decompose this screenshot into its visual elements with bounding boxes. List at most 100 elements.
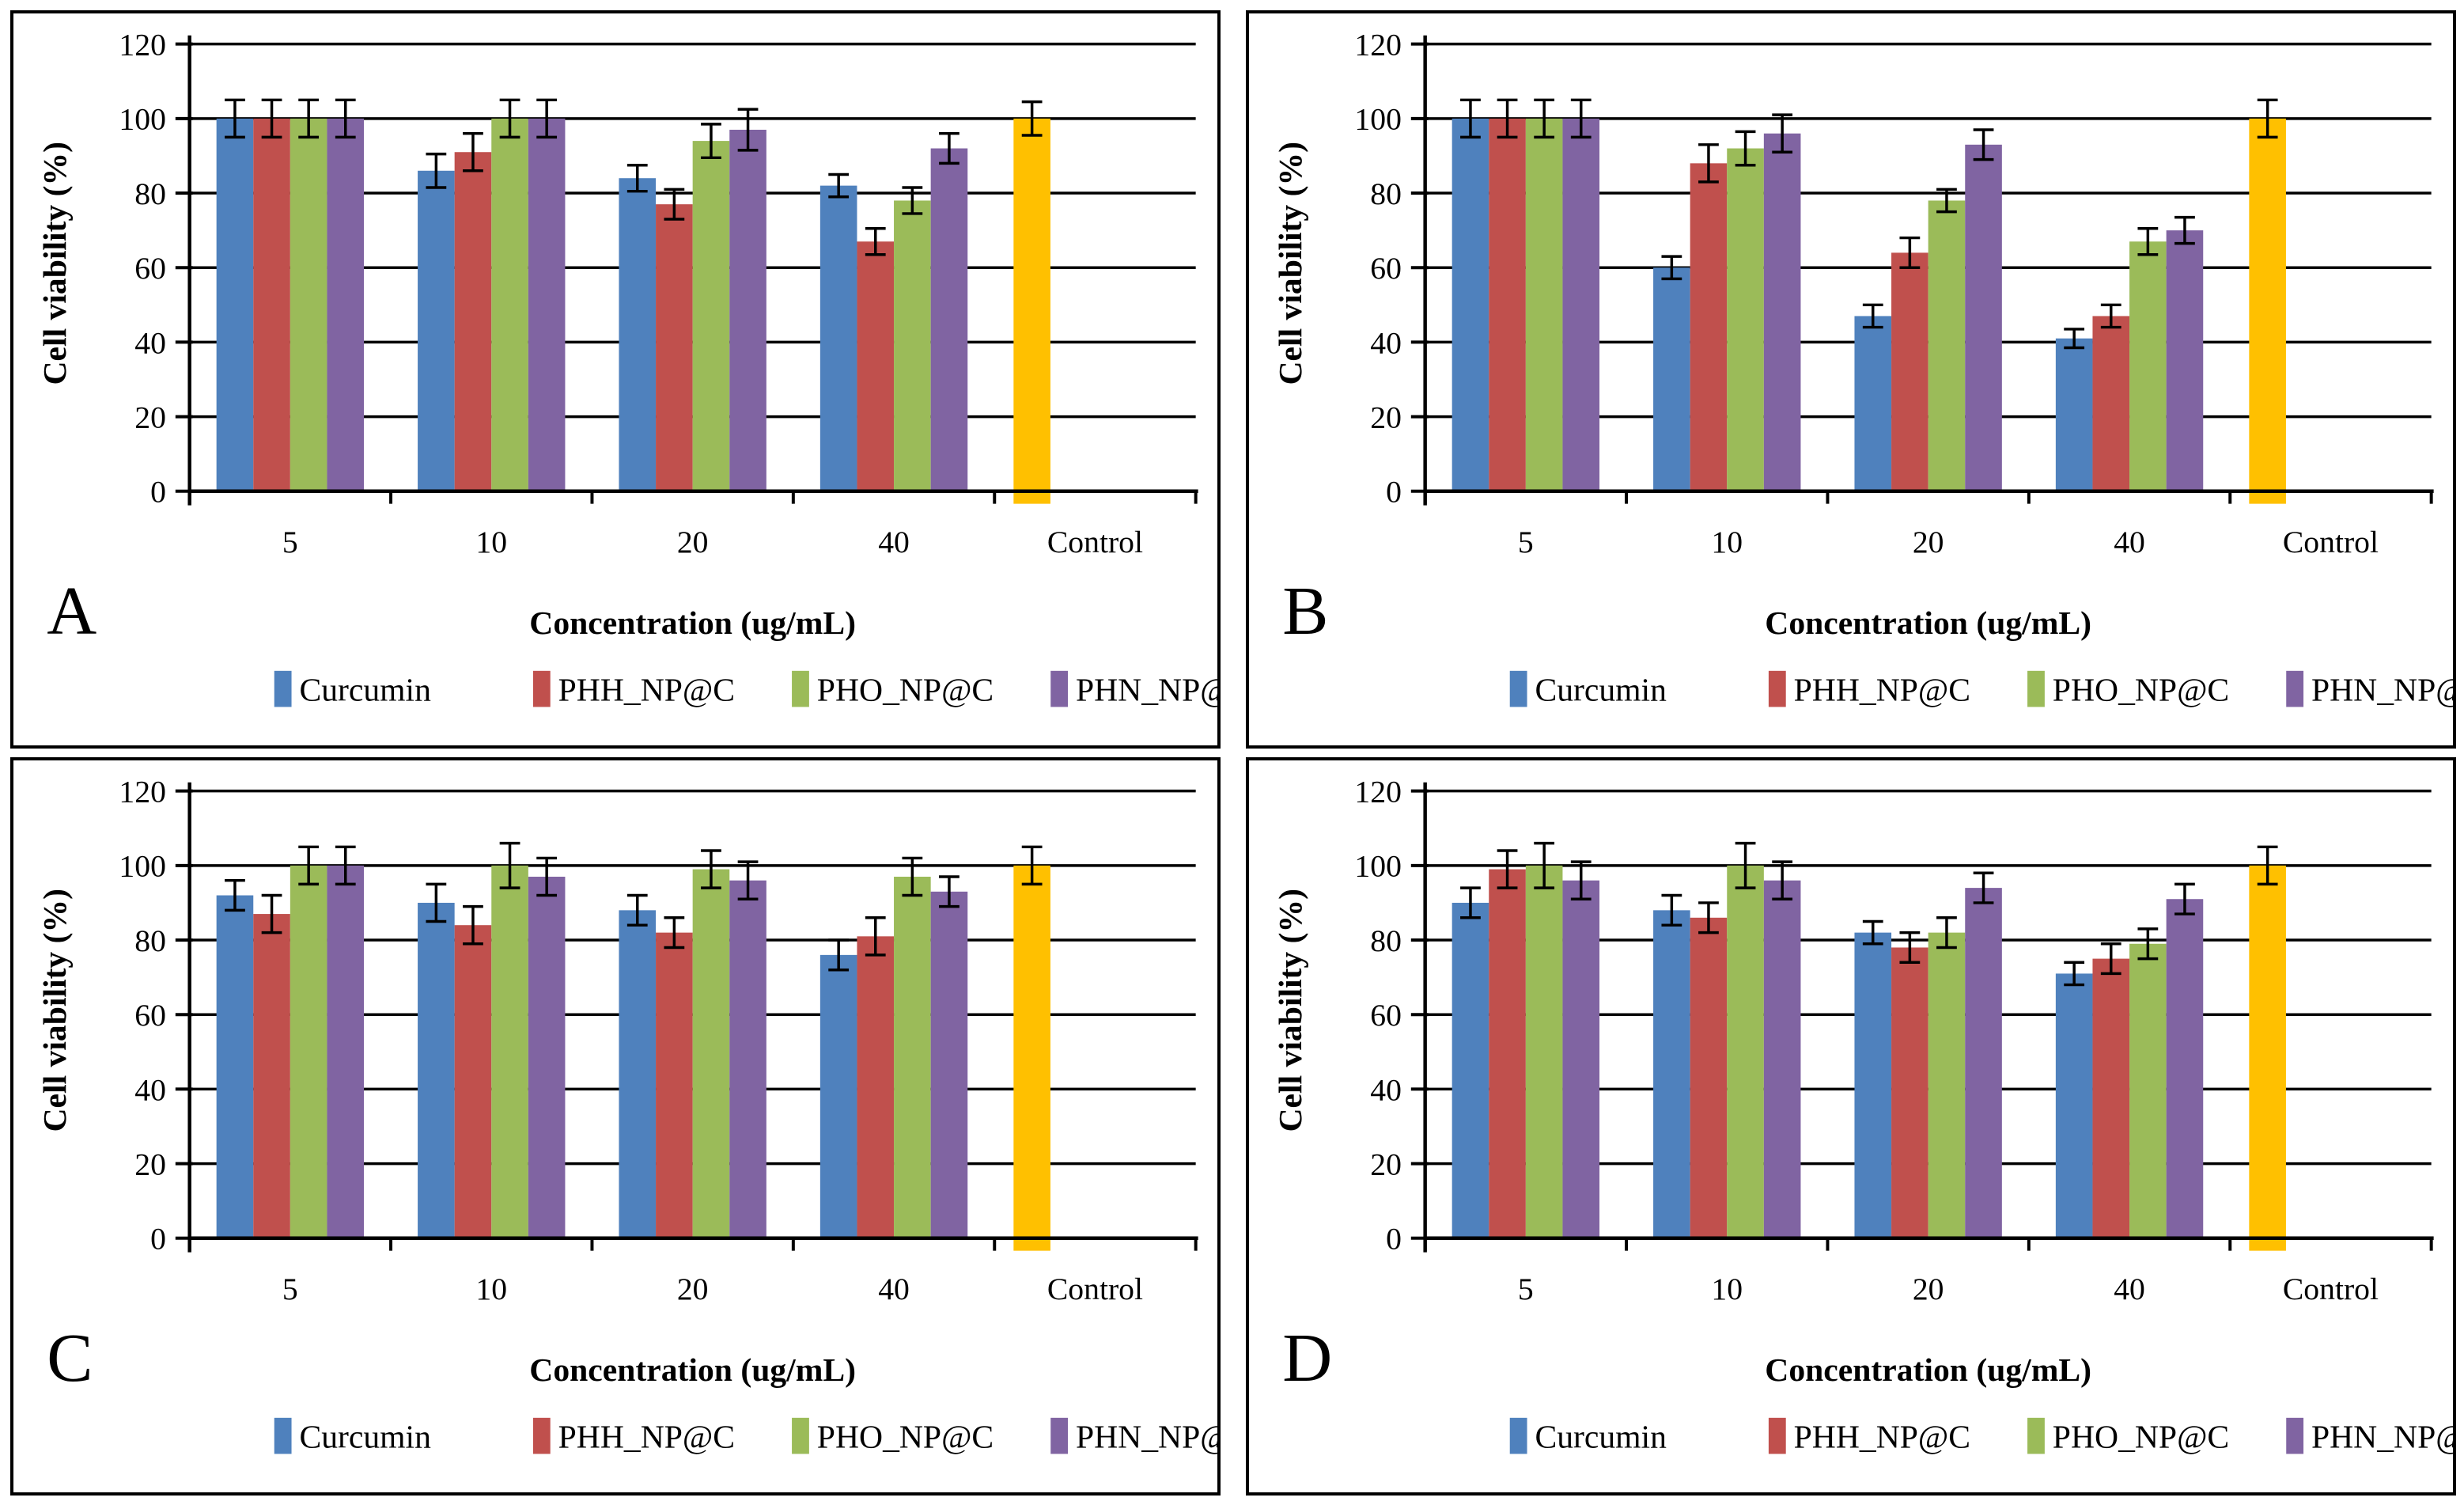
bar-C-5-PHO_NP@C — [290, 865, 327, 1238]
chart-panel-D: 0 20 40 60 80 100 120 5 10 20 40 Control Cell viabil… — [1273, 775, 2453, 1456]
bar-D-40-PHO_NP@C — [2129, 943, 2167, 1238]
x-category-label-control: Control — [2283, 525, 2379, 559]
y-tick-label-120: 120 — [119, 28, 165, 63]
bar-B-20-Curcumin — [1854, 316, 1892, 491]
bar-B-5-PHO_NP@C — [1525, 118, 1563, 491]
x-category-label-control: Control — [1047, 525, 1143, 559]
bar-D-control — [2249, 865, 2286, 1251]
panel-D: 0 20 40 60 80 100 120 5 10 20 40 Control Cell viabil… — [1246, 757, 2456, 1496]
bar-A-10-Curcumin — [418, 170, 455, 491]
x-axis-title: Concentration (ug/mL) — [529, 605, 856, 642]
bar-A-5-PHO_NP@C — [290, 118, 327, 491]
legend-label-Curcumin: Curcumin — [1535, 672, 1667, 708]
bar-A-control — [1013, 118, 1050, 504]
y-tick-label-80: 80 — [1370, 176, 1402, 211]
bar-A-40-PHH_NP@C — [857, 241, 895, 491]
y-tick-label-20: 20 — [1370, 1147, 1402, 1181]
bar-D-40-PHH_NP@C — [2092, 958, 2130, 1238]
bar-B-40-PHN_NP@C — [2166, 230, 2204, 491]
panel-B: 0 20 40 60 80 100 120 5 10 20 40 Control Cell viabil… — [1246, 10, 2456, 749]
bar-C-40-PHO_NP@C — [894, 876, 931, 1238]
bar-A-10-PHH_NP@C — [454, 152, 492, 491]
panel-C: 0 20 40 60 80 100 120 5 10 20 40 Control Cell viabil… — [10, 757, 1221, 1496]
legend-label-Curcumin: Curcumin — [1535, 1419, 1667, 1455]
x-category-label-40: 40 — [2114, 1272, 2145, 1306]
bar-C-20-PHH_NP@C — [656, 932, 693, 1238]
y-tick-label-20: 20 — [1370, 400, 1402, 434]
y-tick-label-20: 20 — [134, 1147, 166, 1181]
legend-swatch-PHO_NP@C — [792, 670, 809, 707]
y-tick-label-40: 40 — [1370, 1072, 1402, 1107]
legend-label-PHN_NP@C: PHN_NP@C — [1076, 1419, 1217, 1455]
bar-C-20-PHO_NP@C — [692, 869, 730, 1238]
legend-label-PHN_NP@C: PHN_NP@C — [2311, 1419, 2453, 1455]
bar-C-10-PHO_NP@C — [491, 865, 528, 1238]
legend-label-PHO_NP@C: PHO_NP@C — [2053, 672, 2229, 708]
bar-B-10-PHH_NP@C — [1690, 163, 1728, 491]
bar-D-20-Curcumin — [1854, 932, 1892, 1238]
legend-label-PHH_NP@C: PHH_NP@C — [1794, 672, 1970, 708]
bar-C-20-PHN_NP@C — [729, 880, 766, 1238]
legend-swatch-PHO_NP@C — [2027, 1417, 2045, 1454]
legend-label-PHH_NP@C: PHH_NP@C — [558, 1419, 735, 1455]
x-category-label-20: 20 — [677, 525, 709, 559]
bar-C-5-Curcumin — [216, 895, 254, 1238]
bar-C-20-Curcumin — [619, 910, 657, 1238]
bar-B-40-PHO_NP@C — [2129, 241, 2167, 491]
panel-letter-A: A — [47, 572, 97, 649]
legend-swatch-Curcumin — [274, 1417, 292, 1454]
bar-D-40-Curcumin — [2055, 973, 2093, 1238]
y-tick-label-0: 0 — [1386, 475, 1402, 510]
chart-panel-C: 0 20 40 60 80 100 120 5 10 20 40 Control Cell viabil… — [37, 775, 1217, 1456]
x-category-label-control: Control — [2283, 1272, 2379, 1306]
x-category-label-40: 40 — [878, 525, 910, 559]
bar-A-40-PHN_NP@C — [930, 148, 968, 491]
legend-label-PHH_NP@C: PHH_NP@C — [1794, 1419, 1970, 1455]
panel-letter-B: B — [1282, 572, 1328, 649]
legend-label-Curcumin: Curcumin — [299, 1419, 431, 1455]
legend-swatch-PHH_NP@C — [532, 670, 551, 707]
y-tick-label-80: 80 — [134, 923, 166, 958]
bar-D-5-Curcumin — [1452, 902, 1489, 1238]
x-category-label-10: 10 — [1711, 525, 1743, 559]
legend-swatch-PHN_NP@C — [1050, 1417, 1069, 1454]
x-category-label-40: 40 — [878, 1272, 910, 1306]
bar-C-40-Curcumin — [819, 954, 857, 1238]
bar-A-10-PHN_NP@C — [528, 118, 566, 491]
bar-A-5-Curcumin — [216, 118, 254, 491]
legend-swatch-PHN_NP@C — [1050, 670, 1069, 707]
bar-B-20-PHH_NP@C — [1891, 252, 1928, 491]
bar-C-40-PHH_NP@C — [857, 936, 895, 1238]
y-tick-label-40: 40 — [134, 325, 166, 360]
bar-D-10-Curcumin — [1653, 910, 1690, 1238]
legend-swatch-PHH_NP@C — [532, 1417, 551, 1454]
bar-C-10-PHH_NP@C — [454, 925, 492, 1238]
x-category-label-5: 5 — [282, 1272, 298, 1306]
bar-D-5-PHH_NP@C — [1489, 869, 1526, 1238]
legend-swatch-PHH_NP@C — [1768, 1417, 1786, 1454]
legend-swatch-PHN_NP@C — [2286, 1417, 2304, 1454]
panel-letter-D: D — [1282, 1319, 1332, 1396]
bar-B-10-PHO_NP@C — [1727, 148, 1764, 491]
x-category-label-10: 10 — [475, 1272, 507, 1306]
x-category-label-20: 20 — [677, 1272, 709, 1306]
bar-D-40-PHN_NP@C — [2166, 899, 2204, 1238]
bar-D-20-PHO_NP@C — [1928, 932, 1966, 1238]
y-tick-label-0: 0 — [150, 1222, 166, 1257]
y-tick-label-60: 60 — [1370, 251, 1402, 286]
bar-B-control — [2249, 118, 2286, 504]
bar-C-5-PHH_NP@C — [253, 914, 290, 1238]
bar-A-20-PHO_NP@C — [692, 141, 730, 491]
y-tick-label-40: 40 — [1370, 325, 1402, 360]
x-axis-title: Concentration (ug/mL) — [529, 1352, 856, 1389]
panel-letter-C: C — [47, 1319, 93, 1396]
x-axis-title: Concentration (ug/mL) — [1765, 1352, 2091, 1389]
bar-C-10-PHN_NP@C — [528, 876, 566, 1238]
legend-swatch-PHO_NP@C — [2027, 670, 2045, 707]
bar-A-40-PHO_NP@C — [894, 200, 931, 491]
chart-panel-B: 0 20 40 60 80 100 120 5 10 20 40 Control Cell viabil… — [1273, 28, 2453, 709]
bar-A-5-PHH_NP@C — [253, 118, 290, 491]
panel-A: 0 20 40 60 80 100 120 5 10 20 40 Control Cell viabil… — [10, 10, 1221, 749]
bar-D-5-PHO_NP@C — [1525, 865, 1563, 1238]
y-tick-label-120: 120 — [1354, 28, 1401, 63]
